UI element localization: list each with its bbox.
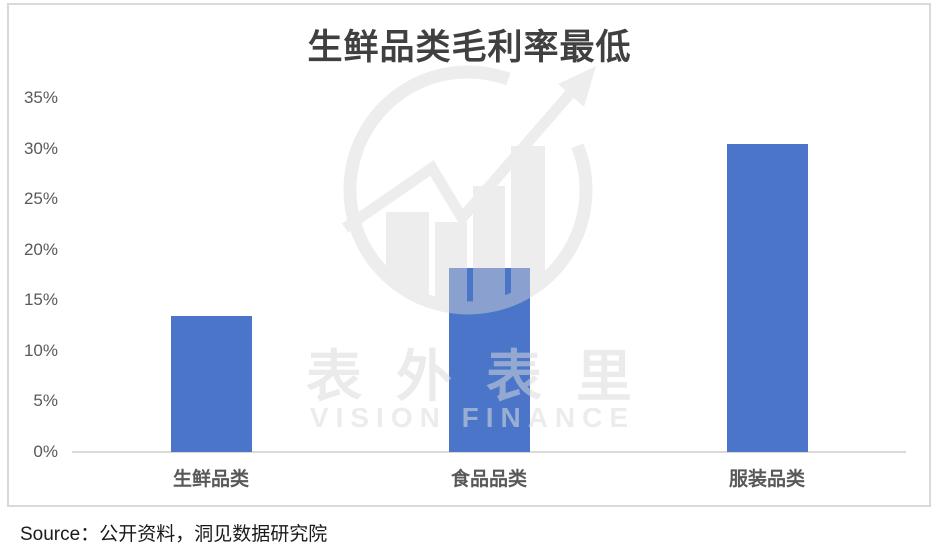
x-tick-label: 生鲜品类 <box>172 469 249 490</box>
bar <box>726 143 808 452</box>
y-tick-label: 5% <box>33 391 58 411</box>
x-tick-label: 服装品类 <box>728 469 805 490</box>
y-tick-label: 0% <box>33 442 58 461</box>
y-tick-label: 35% <box>23 88 58 107</box>
y-tick-label: 15% <box>23 290 58 310</box>
x-axis-line <box>72 451 906 453</box>
chart-title: 生鲜品类毛利率最低 <box>307 28 632 67</box>
y-tick-label: 25% <box>23 189 58 209</box>
y-tick-label: 20% <box>23 239 58 259</box>
bar <box>448 267 530 452</box>
bar <box>170 316 252 452</box>
source-note: Source：公开资料，洞见数据研究院 <box>20 524 328 545</box>
y-tick-label: 30% <box>23 138 58 158</box>
y-tick-label: 10% <box>23 340 58 360</box>
x-tick-label: 食品品类 <box>450 469 527 490</box>
